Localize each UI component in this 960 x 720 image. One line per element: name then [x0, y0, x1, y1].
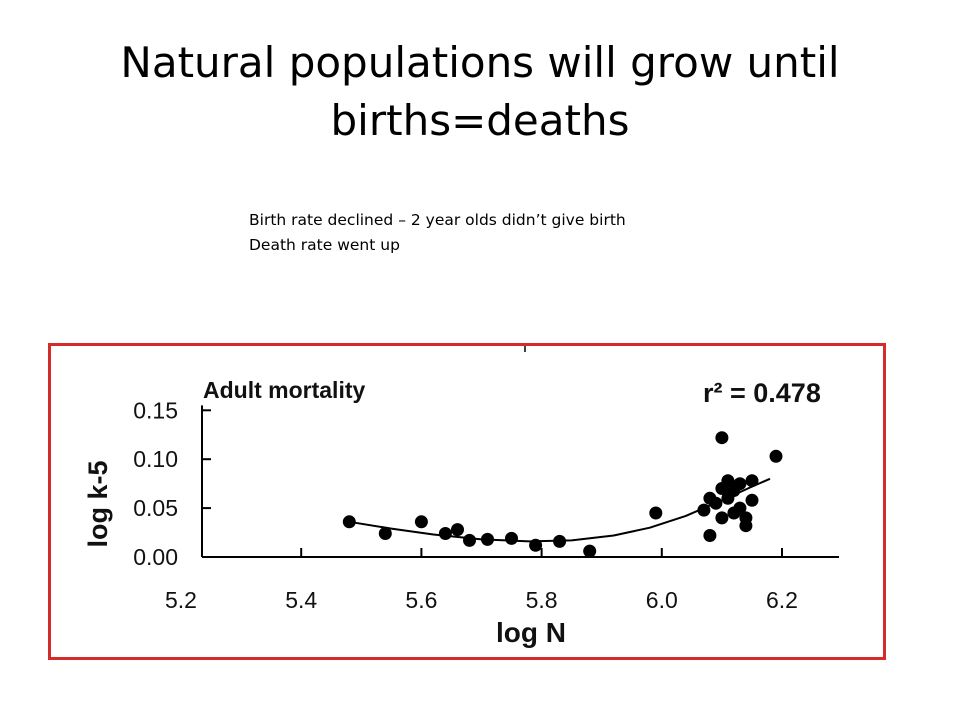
x-tick-label: 5.6	[405, 587, 437, 613]
slide-title: Natural populations will grow until birt…	[60, 34, 900, 150]
data-point	[745, 493, 759, 507]
data-point	[715, 511, 729, 525]
data-point	[715, 431, 729, 445]
x-tick-label: 6.2	[766, 587, 798, 613]
data-point	[745, 474, 759, 488]
data-point	[697, 503, 711, 517]
note-death-rate: Death rate went up	[249, 236, 400, 254]
y-tick-label: 0.10	[133, 446, 178, 472]
data-point	[769, 449, 783, 463]
adult-mortality-chart: Adult mortality r² = 0.478 log k-5 log N…	[83, 346, 839, 648]
slide-notes: Birth rate declined – 2 year olds didn’t…	[249, 208, 626, 258]
y-tick-label: 0.15	[133, 397, 178, 423]
axes: 5.2 5.4 5.6 5.8 6.0 6.2 0.00 0.05 0.10 0.15	[133, 397, 839, 613]
data-points	[342, 431, 783, 558]
note-birth-rate: Birth rate declined – 2 year olds didn’t…	[249, 211, 626, 229]
y-tick-label: 0.05	[133, 495, 178, 521]
x-tick-label: 5.4	[285, 587, 317, 613]
data-point	[481, 532, 494, 546]
data-point	[438, 527, 452, 540]
data-point	[739, 519, 753, 533]
data-point	[342, 515, 356, 529]
y-tick-label: 0.00	[133, 544, 178, 570]
data-point	[649, 506, 663, 520]
chart-annotation: r² = 0.478	[703, 378, 821, 408]
data-point	[733, 501, 747, 515]
data-point	[703, 529, 717, 542]
data-point	[709, 496, 723, 510]
x-axis-label: log N	[496, 617, 566, 648]
data-point	[505, 531, 518, 545]
data-point	[583, 544, 597, 558]
data-point	[463, 533, 476, 547]
data-point	[721, 474, 735, 488]
data-point	[733, 477, 747, 491]
figure-frame: Adult mortality r² = 0.478 log k-5 log N…	[48, 343, 886, 660]
slide-title-line-2: births=deaths	[330, 96, 630, 145]
data-point	[414, 515, 428, 529]
data-point	[451, 523, 464, 537]
chart-title: Adult mortality	[203, 377, 365, 403]
x-tick-label: 6.0	[646, 587, 678, 613]
data-point	[553, 534, 567, 548]
x-tick-label: 5.8	[526, 587, 558, 613]
data-point	[378, 527, 392, 540]
data-point	[529, 538, 543, 552]
x-tick-label: 5.2	[165, 587, 197, 613]
y-axis-label: log k-5	[83, 460, 113, 547]
slide-title-line-1: Natural populations will grow until	[120, 38, 840, 87]
